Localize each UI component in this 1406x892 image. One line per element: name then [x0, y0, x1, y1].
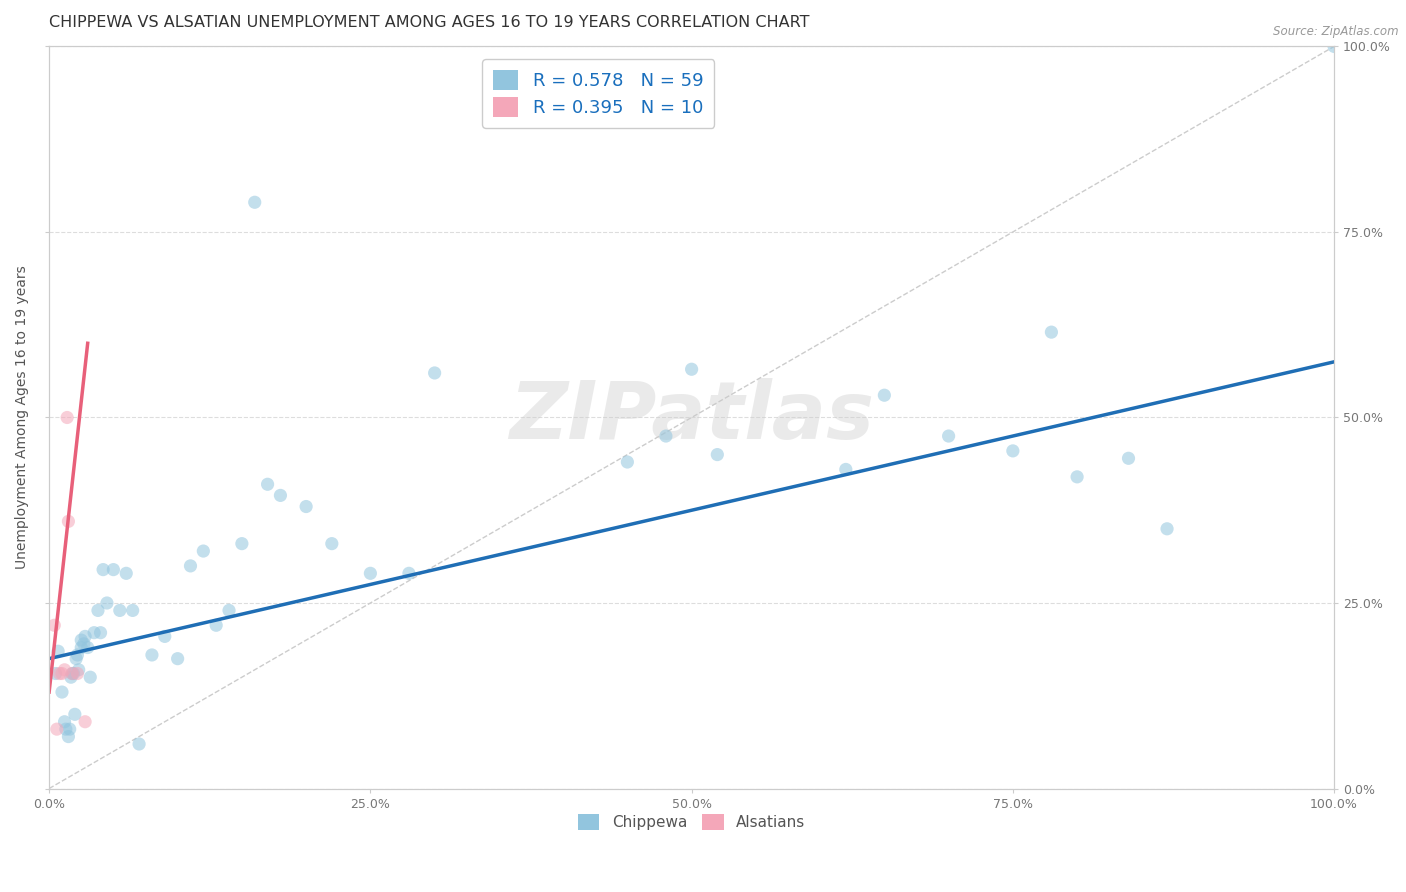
Point: [67, 663, 90, 677]
Point: [103, 563, 125, 577]
Point: [256, 477, 278, 491]
Point: [108, 603, 131, 617]
Point: [243, 195, 266, 210]
Point: [706, 448, 728, 462]
Point: [938, 429, 960, 443]
Text: ZIPatlas: ZIPatlas: [509, 378, 875, 457]
Point: [87, 603, 110, 617]
Point: [115, 566, 138, 581]
Point: [44, 618, 66, 632]
Point: [51, 685, 73, 699]
Point: [83, 625, 105, 640]
Point: [91, 563, 114, 577]
Point: [269, 488, 291, 502]
Point: [616, 455, 638, 469]
Point: [873, 388, 896, 402]
Point: [398, 566, 420, 581]
Point: [59, 722, 82, 736]
Point: [45, 722, 67, 736]
Point: [60, 666, 83, 681]
Point: [681, 362, 703, 376]
Point: [62, 666, 84, 681]
Point: [48, 666, 70, 681]
Text: CHIPPEWA VS ALSATIAN UNEMPLOYMENT AMONG AGES 16 TO 19 YEARS CORRELATION CHART: CHIPPEWA VS ALSATIAN UNEMPLOYMENT AMONG …: [49, 15, 810, 30]
Point: [55, 722, 77, 736]
Point: [1118, 451, 1140, 466]
Point: [46, 644, 69, 658]
Point: [90, 625, 112, 640]
Point: [321, 536, 343, 550]
Point: [70, 633, 93, 648]
Point: [205, 618, 228, 632]
Point: [1066, 470, 1088, 484]
Y-axis label: Unemployment Among Ages 16 to 19 years: Unemployment Among Ages 16 to 19 years: [15, 266, 30, 569]
Point: [128, 737, 150, 751]
Point: [166, 651, 188, 665]
Point: [153, 629, 176, 643]
Point: [63, 707, 86, 722]
Point: [295, 500, 318, 514]
Point: [53, 663, 76, 677]
Point: [53, 714, 76, 729]
Point: [65, 651, 87, 665]
Point: [1156, 522, 1178, 536]
Point: [60, 666, 83, 681]
Point: [193, 544, 215, 558]
Point: [79, 670, 101, 684]
Point: [121, 603, 143, 617]
Legend: Chippewa, Alsatians: Chippewa, Alsatians: [572, 807, 811, 837]
Point: [66, 666, 89, 681]
Point: [51, 666, 73, 681]
Point: [58, 515, 80, 529]
Point: [75, 714, 97, 729]
Point: [58, 730, 80, 744]
Point: [231, 536, 253, 550]
Point: [45, 666, 67, 681]
Point: [1323, 39, 1346, 54]
Point: [655, 429, 678, 443]
Point: [423, 366, 446, 380]
Point: [73, 637, 96, 651]
Point: [179, 558, 201, 573]
Point: [59, 670, 82, 684]
Point: [218, 603, 240, 617]
Point: [96, 596, 118, 610]
Point: [1040, 325, 1063, 339]
Point: [835, 462, 858, 476]
Point: [66, 648, 89, 662]
Point: [56, 410, 79, 425]
Point: [70, 640, 93, 655]
Point: [75, 629, 97, 643]
Point: [76, 640, 98, 655]
Point: [141, 648, 163, 662]
Text: Source: ZipAtlas.com: Source: ZipAtlas.com: [1274, 25, 1399, 38]
Point: [359, 566, 381, 581]
Point: [1001, 443, 1024, 458]
